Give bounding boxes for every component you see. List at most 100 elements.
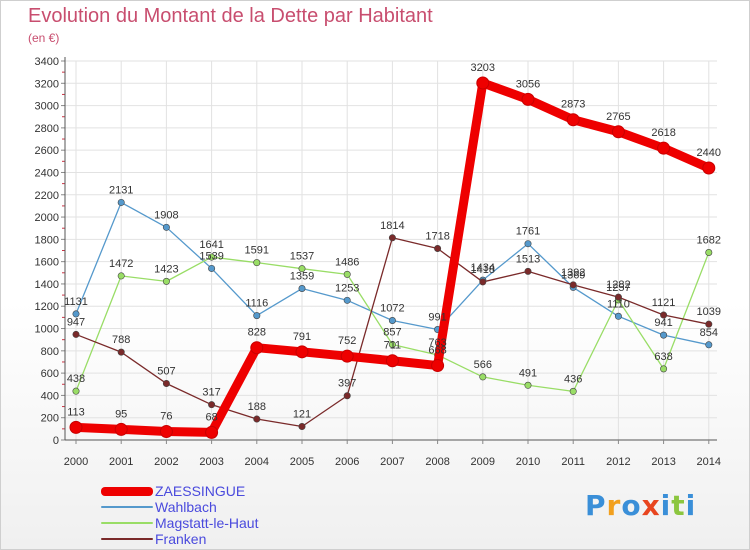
data-label: 1257 [606, 282, 630, 294]
data-point [431, 359, 445, 373]
x-tick-label: 2007 [380, 456, 404, 468]
data-point [253, 415, 261, 423]
y-tick-label: 3000 [35, 101, 59, 113]
x-tick-label: 2012 [606, 456, 630, 468]
y-tick-label: 800 [41, 346, 59, 358]
x-tick-label: 2009 [471, 456, 495, 468]
data-point [388, 317, 396, 325]
legend-item: ZAESSINGUE [101, 483, 258, 499]
data-label: 1513 [516, 253, 540, 265]
data-point [476, 76, 490, 90]
data-label: 566 [474, 359, 492, 371]
data-label: 2131 [109, 184, 133, 196]
y-tick-label: 0 [53, 435, 59, 447]
data-point [117, 198, 125, 206]
data-point [162, 379, 170, 387]
data-point [298, 423, 306, 431]
data-label: 788 [112, 334, 130, 346]
data-point [385, 354, 399, 368]
data-point [657, 141, 671, 155]
data-label: 1116 [245, 298, 268, 310]
x-tick-label: 2011 [561, 456, 585, 468]
data-point [705, 249, 713, 257]
x-tick-label: 2002 [154, 456, 178, 468]
data-point [566, 113, 580, 127]
data-label: 947 [67, 316, 85, 328]
data-label: 638 [654, 351, 672, 363]
data-point [162, 277, 170, 285]
data-point [117, 348, 125, 356]
logo-letter: i [660, 489, 672, 522]
data-label: 1072 [380, 303, 404, 315]
chart-title: Evolution du Montant de la Dette par Hab… [28, 5, 433, 27]
data-label: 2873 [561, 99, 585, 111]
data-label: 991 [428, 312, 446, 324]
data-point [250, 341, 264, 355]
data-label: 1539 [199, 250, 223, 262]
data-point [295, 345, 309, 359]
data-point [253, 259, 261, 267]
x-tick-label: 2003 [199, 456, 223, 468]
data-point [343, 270, 351, 278]
data-label: 1761 [516, 226, 540, 238]
logo-letter: r [606, 489, 622, 522]
data-label: 1434 [471, 262, 495, 274]
logo-letter: t [671, 489, 686, 522]
data-point [524, 240, 532, 248]
data-point [72, 310, 80, 318]
x-tick-label: 2005 [290, 456, 314, 468]
data-label: 1537 [290, 251, 314, 263]
legend-label: Wahlbach [155, 499, 217, 515]
x-tick-label: 2004 [245, 456, 269, 468]
y-tick-label: 1200 [35, 301, 59, 313]
data-label: 752 [338, 335, 356, 347]
data-label: 68 [205, 411, 217, 423]
y-tick-label: 400 [41, 390, 59, 402]
data-label: 828 [248, 327, 266, 339]
data-point [614, 312, 622, 320]
data-point [479, 278, 487, 286]
data-point [205, 425, 219, 439]
x-tick-label: 2014 [697, 456, 721, 468]
data-label: 113 [67, 406, 85, 418]
legend-swatch [101, 506, 153, 508]
data-label: 1359 [290, 271, 314, 283]
x-tick-label: 2008 [425, 456, 449, 468]
data-label: 438 [67, 373, 85, 385]
data-label: 1682 [697, 235, 721, 247]
data-point [208, 401, 216, 409]
data-label: 763 [428, 337, 446, 349]
data-label: 491 [519, 367, 537, 379]
data-point [614, 293, 622, 301]
legend: ZAESSINGUE Wahlbach Magstatt-le-Haut Franke… [101, 483, 258, 547]
data-point [208, 253, 216, 261]
data-label: 1131 [64, 296, 88, 308]
logo-letter: x [641, 489, 661, 522]
data-label: 436 [564, 373, 582, 385]
data-label: 3203 [471, 62, 495, 74]
data-label: 2765 [606, 111, 630, 123]
data-point [69, 420, 83, 434]
legend-label: Magstatt-le-Haut [155, 515, 259, 531]
logo-letter: o [621, 489, 642, 522]
legend-swatch [101, 486, 153, 496]
legend-item: Magstatt-le-Haut [101, 515, 258, 531]
data-point [114, 422, 128, 436]
data-label: 1121 [652, 297, 676, 309]
data-label: 1472 [109, 258, 133, 270]
data-point [660, 365, 668, 373]
logo-letter: P [585, 489, 607, 522]
data-label: 668 [428, 345, 446, 357]
data-label: 397 [338, 378, 356, 390]
data-point [117, 272, 125, 280]
data-point [702, 161, 716, 175]
data-label: 188 [248, 401, 266, 413]
chart-unit: (en €) [28, 31, 60, 45]
data-label: 1039 [697, 306, 721, 318]
y-tick-label: 3400 [35, 56, 59, 68]
data-point [524, 267, 532, 275]
y-tick-label: 1400 [35, 279, 59, 291]
data-label: 1718 [425, 230, 449, 242]
data-label: 1423 [154, 263, 178, 275]
